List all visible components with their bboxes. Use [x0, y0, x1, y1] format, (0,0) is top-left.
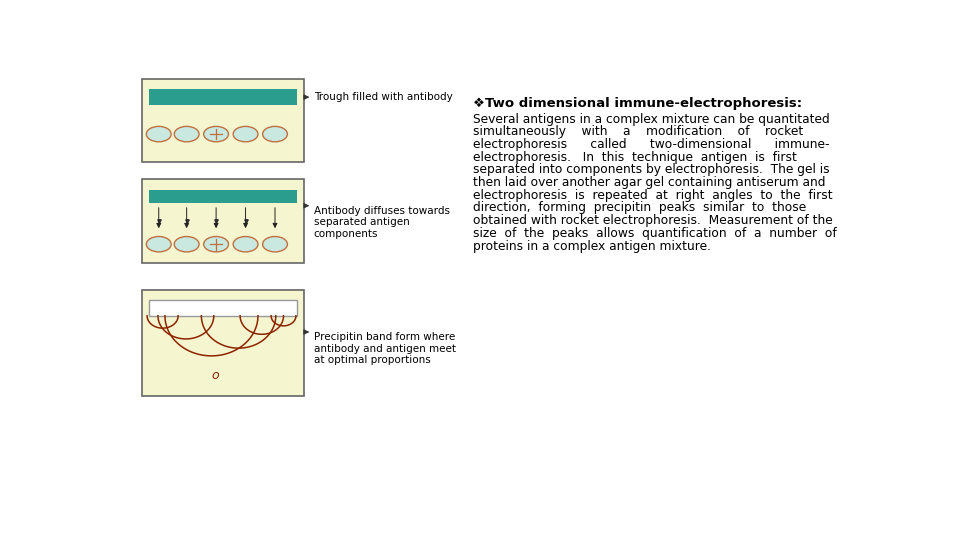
- Text: size  of  the  peaks  allows  quantification  of  a  number  of: size of the peaks allows quantification …: [472, 227, 836, 240]
- Text: Two dimensional immune-electrophoresis:: Two dimensional immune-electrophoresis:: [485, 97, 803, 110]
- Text: o: o: [211, 369, 219, 382]
- Ellipse shape: [204, 237, 228, 252]
- Ellipse shape: [204, 126, 228, 142]
- Text: then laid over another agar gel containing antiserum and: then laid over another agar gel containi…: [472, 176, 826, 189]
- Ellipse shape: [175, 126, 199, 142]
- Bar: [142, 179, 304, 264]
- Ellipse shape: [146, 237, 171, 252]
- Text: electrophoresis      called      two-dimensional      immune-: electrophoresis called two-dimensional i…: [472, 138, 829, 151]
- Text: simultaneously    with    a    modification    of    rocket: simultaneously with a modification of ro…: [472, 125, 803, 138]
- Text: Precipitin band form where
antibody and antigen meet
at optimal proportions: Precipitin band form where antibody and …: [314, 332, 456, 365]
- Ellipse shape: [263, 126, 287, 142]
- Text: Trough filled with antibody: Trough filled with antibody: [314, 92, 452, 102]
- Bar: [150, 190, 297, 204]
- Text: direction,  forming  precipitin  peaks  similar  to  those: direction, forming precipitin peaks simi…: [472, 201, 805, 214]
- Text: ❖: ❖: [472, 97, 485, 110]
- Ellipse shape: [263, 237, 287, 252]
- Ellipse shape: [233, 237, 258, 252]
- Bar: [150, 300, 297, 316]
- Ellipse shape: [233, 126, 258, 142]
- Text: proteins in a complex antigen mixture.: proteins in a complex antigen mixture.: [472, 240, 710, 253]
- Text: electrophoresis.   In  this  technique  antigen  is  first: electrophoresis. In this technique antig…: [472, 151, 797, 164]
- Text: Several antigens in a complex mixture can be quantitated: Several antigens in a complex mixture ca…: [472, 112, 829, 125]
- Text: separated into components by electrophoresis.  The gel is: separated into components by electrophor…: [472, 164, 829, 177]
- Ellipse shape: [175, 237, 199, 252]
- Text: obtained with rocket electrophoresis.  Measurement of the: obtained with rocket electrophoresis. Me…: [472, 214, 832, 227]
- Text: Antibody diffuses towards
separated antigen
components: Antibody diffuses towards separated anti…: [314, 206, 449, 239]
- Bar: [142, 289, 304, 396]
- Ellipse shape: [146, 126, 171, 142]
- Bar: [142, 79, 304, 162]
- Bar: [150, 90, 297, 105]
- Text: electrophoresis  is  repeated  at  right  angles  to  the  first: electrophoresis is repeated at right ang…: [472, 189, 832, 202]
